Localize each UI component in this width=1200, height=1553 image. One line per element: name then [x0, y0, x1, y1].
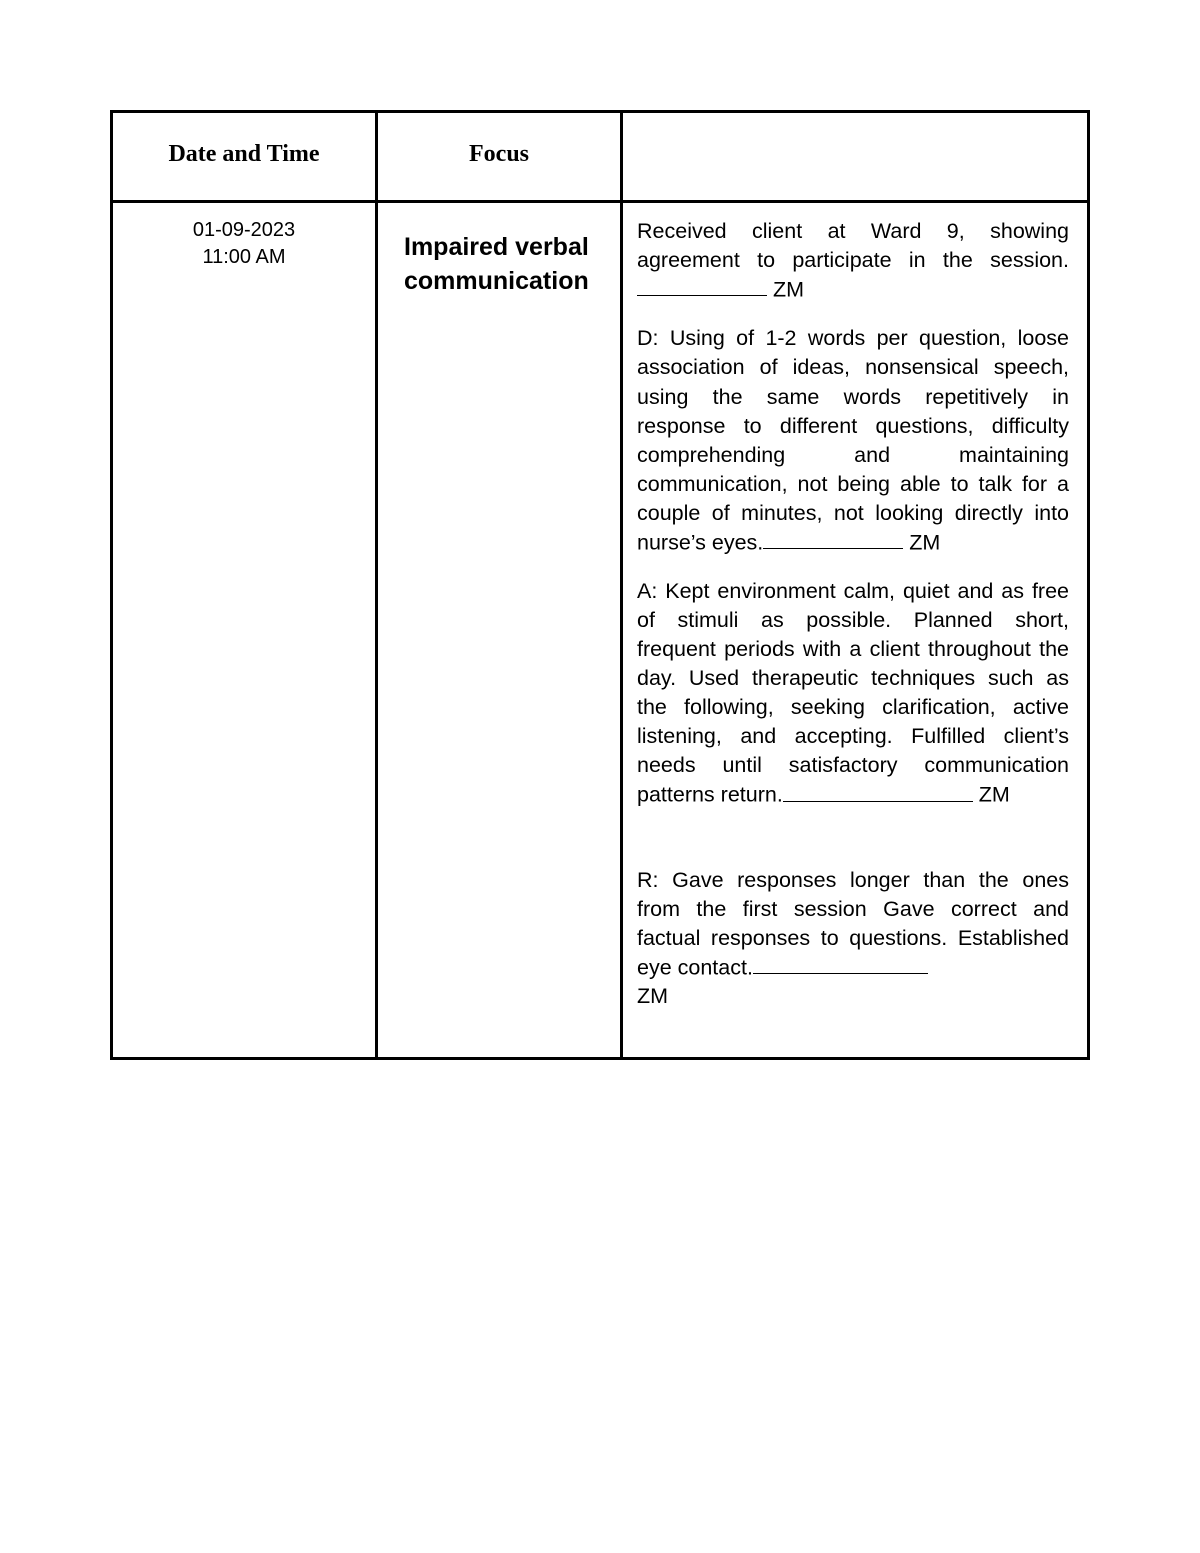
signature-line	[637, 275, 767, 296]
nursing-note-table: Date and Time Focus 01-09-2023 11:00 AM …	[110, 110, 1090, 1060]
signature-line	[783, 780, 973, 801]
cell-focus: Impaired verbal communication	[377, 202, 622, 1059]
col-header-notes	[622, 112, 1089, 202]
note-paragraph: R: Gave responses longer than the ones f…	[637, 866, 1069, 1012]
initials: ZM	[637, 984, 668, 1008]
date-text: 01-09-2023	[114, 217, 374, 244]
col-header-focus: Focus	[377, 112, 622, 202]
note-paragraph: Received client at Ward 9, showing agree…	[637, 217, 1069, 304]
cell-datetime: 01-09-2023 11:00 AM	[112, 202, 377, 1059]
signature-line	[763, 528, 903, 549]
col-header-datetime: Date and Time	[112, 112, 377, 202]
note-text: Received client at Ward 9, showing agree…	[637, 219, 1069, 272]
note-paragraph: D: Using of 1-2 words per question, loos…	[637, 324, 1069, 557]
note-paragraph: A: Kept environment calm, quiet and as f…	[637, 577, 1069, 810]
focus-text: Impaired verbal communication	[404, 231, 600, 299]
note-text: A: Kept environment calm, quiet and as f…	[637, 579, 1069, 807]
time-text: 11:00 AM	[114, 244, 374, 271]
initials: ZM	[773, 277, 804, 301]
initials: ZM	[909, 530, 940, 554]
note-text: D: Using of 1-2 words per question, loos…	[637, 326, 1069, 554]
initials: ZM	[979, 783, 1010, 807]
table-row: 01-09-2023 11:00 AM Impaired verbal comm…	[112, 202, 1089, 1059]
cell-notes: Received client at Ward 9, showing agree…	[622, 202, 1089, 1059]
page: Date and Time Focus 01-09-2023 11:00 AM …	[0, 0, 1200, 1553]
signature-line	[753, 953, 928, 974]
table-header-row: Date and Time Focus	[112, 112, 1089, 202]
